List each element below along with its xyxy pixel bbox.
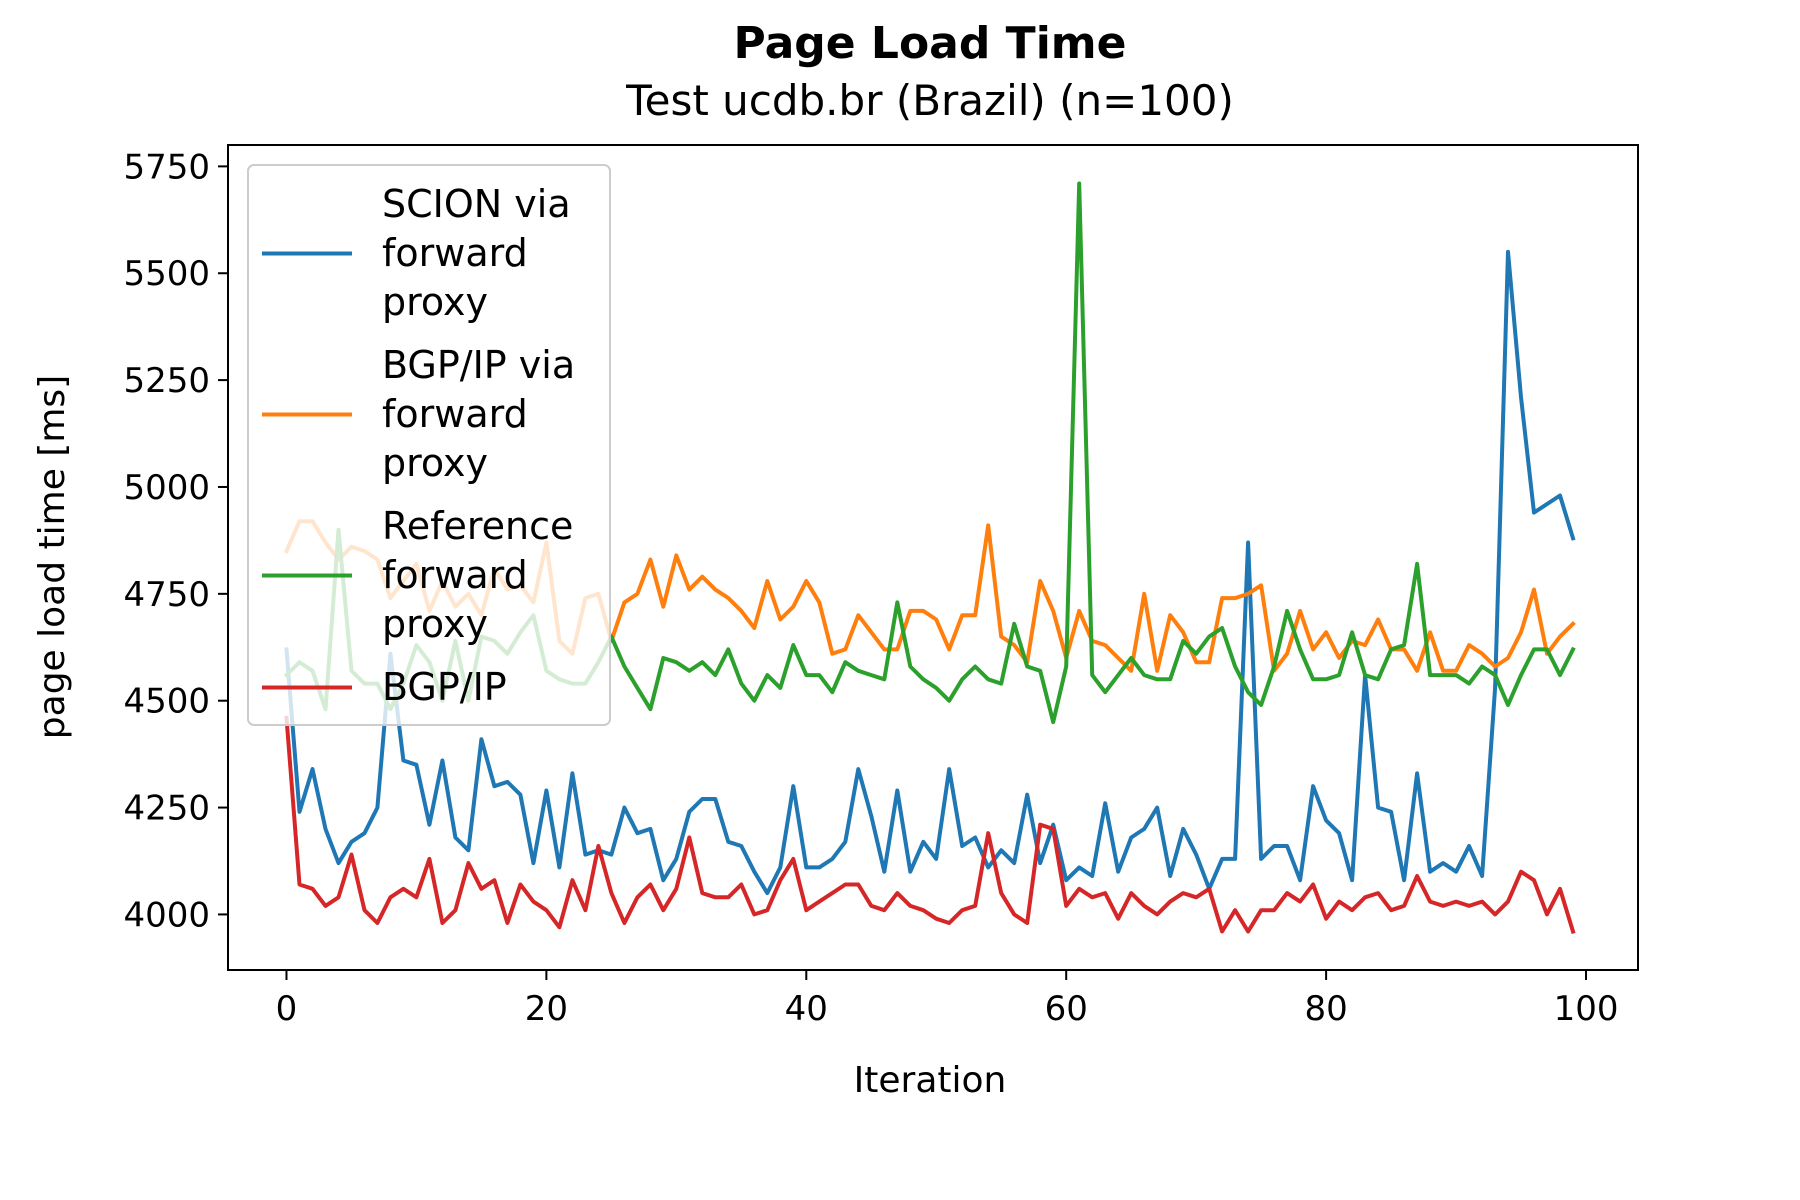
legend-label-line: BGP/IP via xyxy=(382,343,575,387)
y-tick-label: 4000 xyxy=(123,895,210,935)
series-line-4 xyxy=(284,715,1576,934)
y-tick-label: 4500 xyxy=(123,682,210,722)
y-axis: 4000 4250 4500 4750 5000 5250 5500 5750 xyxy=(123,147,228,935)
legend-label-line: forward xyxy=(382,553,528,597)
legend-entry-1: SCION via forward proxy xyxy=(262,182,571,324)
y-tick-label: 5750 xyxy=(123,147,210,187)
y-axis-label: page load time [ms] xyxy=(32,375,73,739)
y-tick-label: 5000 xyxy=(123,468,210,508)
series-line-1 xyxy=(284,249,1576,896)
legend-label-line: BGP/IP xyxy=(382,665,507,709)
legend-label-line: Reference xyxy=(382,504,573,548)
chart-title: Page Load Time xyxy=(734,18,1127,69)
x-tick-label: 0 xyxy=(276,989,298,1029)
y-tick-label: 5250 xyxy=(123,361,210,401)
legend-box xyxy=(247,164,611,726)
x-axis: 0 20 40 60 80 100 xyxy=(276,970,1619,1029)
legend-label-line: proxy xyxy=(382,280,488,324)
x-tick-label: 80 xyxy=(1304,989,1347,1029)
x-tick-label: 20 xyxy=(525,989,568,1029)
legend-label-line: forward xyxy=(382,231,528,275)
legend-entry-3: Reference forward proxy xyxy=(262,504,573,646)
x-axis-label: Iteration xyxy=(854,1060,1007,1101)
chart-subtitle: Test ucdb.br (Brazil) (n=100) xyxy=(625,76,1234,125)
x-tick-label: 60 xyxy=(1045,989,1088,1029)
legend: SCION via forward proxy BGP/IP via forward pr… xyxy=(247,164,611,726)
legend-entry-2: BGP/IP via forward proxy xyxy=(262,343,575,485)
legend-entry-4: BGP/IP xyxy=(262,665,507,709)
legend-label-line: proxy xyxy=(382,602,488,646)
legend-label-line: SCION via xyxy=(382,182,571,226)
y-tick-label: 4250 xyxy=(123,789,210,829)
plot-area-frame xyxy=(227,144,1639,971)
y-tick-label: 5500 xyxy=(123,254,210,294)
legend-label-line: proxy xyxy=(382,441,488,485)
y-tick-label: 4750 xyxy=(123,575,210,615)
legend-label-line: forward xyxy=(382,392,528,436)
x-tick-label: 100 xyxy=(1554,989,1619,1029)
x-tick-label: 40 xyxy=(785,989,828,1029)
